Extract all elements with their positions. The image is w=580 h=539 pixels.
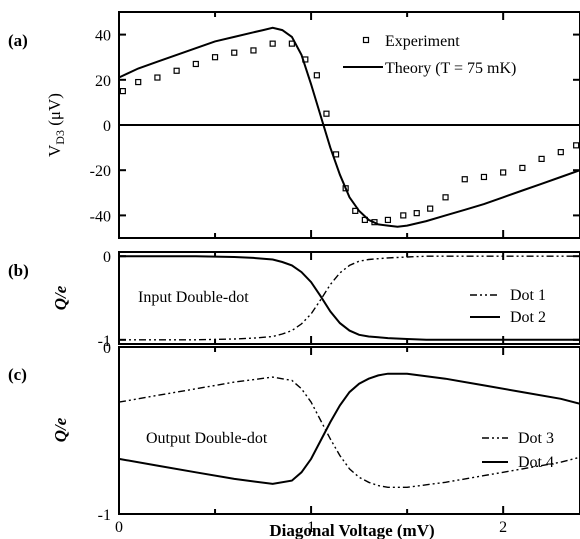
experiment-point	[154, 74, 161, 81]
legend-label-dot-2: Dot 2	[510, 309, 546, 326]
panel-b-ylabel: Q/e	[51, 285, 70, 310]
panel-c-annotation: Output Double-dot	[146, 430, 268, 447]
series-line-dot-1	[119, 255, 580, 341]
y-tick-label: -1	[98, 507, 111, 524]
panel-b-label: (b)	[8, 261, 29, 280]
y-tick-label: 0	[103, 249, 111, 266]
experiment-point	[480, 173, 488, 181]
experiment-point	[211, 54, 219, 61]
panel-b-annotation: Input Double-dot	[138, 289, 249, 306]
y-tick-label: 0	[103, 340, 111, 357]
experiment-point	[119, 87, 126, 95]
series-line-theory-t-75-mk	[118, 26, 580, 228]
panel-a-ylabel: VD3 (μV)	[45, 93, 67, 157]
experiment-point	[557, 149, 564, 156]
series-line-dot-4	[118, 372, 580, 485]
y-tick-label: -1	[98, 333, 111, 350]
experiment-point	[384, 216, 392, 224]
experiment-point	[538, 155, 545, 162]
legend-label-theory: Theory (T = 75 mK)	[385, 60, 516, 77]
experiment-point	[519, 164, 526, 172]
x-axis-label: Diagonal Voltage (mV)	[269, 521, 434, 539]
experiment-point	[135, 78, 142, 86]
experiment-point	[427, 205, 434, 212]
y-tick-label: -40	[90, 208, 111, 225]
legend-marker-experiment	[362, 36, 370, 44]
experiment-point	[442, 194, 449, 201]
experiment-point	[352, 207, 359, 214]
legend-label-dot-4: Dot 4	[518, 454, 554, 471]
experiment-point	[269, 40, 276, 47]
y-tick-label: 20	[95, 73, 111, 90]
experiment-point	[323, 110, 330, 117]
legend-label-dot-1: Dot 1	[510, 287, 546, 304]
y-tick-label: 0	[103, 118, 111, 135]
experiment-point	[231, 49, 238, 56]
panel-c-ylabel: Q/e	[51, 417, 70, 442]
series-line-dot-3	[118, 376, 580, 488]
experiment-point	[313, 72, 320, 79]
legend-label-experiment: Experiment	[385, 33, 460, 50]
x-tick-label: 0	[115, 519, 123, 536]
experiment-point	[413, 210, 420, 217]
experiment-point	[500, 169, 507, 176]
panel-c-label: (c)	[8, 365, 27, 384]
experiment-point	[250, 47, 257, 54]
x-tick-label: 1	[307, 519, 315, 536]
experiment-point	[173, 67, 180, 74]
experiment-point	[461, 176, 468, 183]
x-tick-label: 2	[499, 519, 507, 536]
panel-b-frame	[118, 251, 580, 345]
panel-a-label: (a)	[8, 31, 28, 50]
experiment-point	[573, 142, 580, 149]
experiment-point	[400, 212, 407, 219]
y-tick-label: 40	[95, 28, 111, 45]
y-tick-label: -20	[90, 163, 111, 180]
legend-label-dot-3: Dot 3	[518, 430, 554, 447]
panel-c-frame	[118, 346, 580, 515]
series-line-dot-2	[119, 255, 580, 341]
experiment-point	[192, 60, 199, 68]
